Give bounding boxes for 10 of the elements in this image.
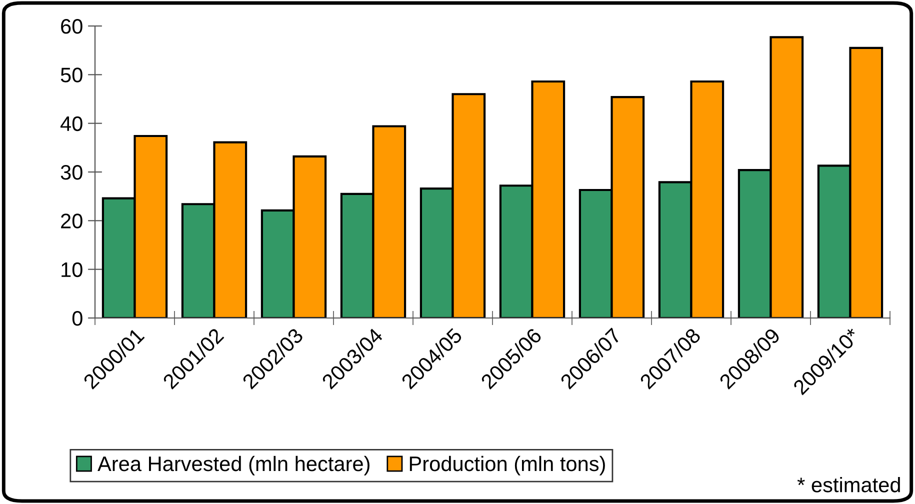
y-tick-label: 0 — [72, 311, 82, 326]
y-tick-label: 40 — [60, 116, 82, 132]
legend-label: Area Harvested (mln hectare) — [98, 456, 370, 476]
y-tick-label: 60 — [61, 19, 82, 34]
legend-label: Production (mln tons) — [410, 456, 605, 476]
text: * estimated — [797, 477, 900, 492]
y-tick-label: 20 — [61, 214, 82, 228]
y-tick-label: 10 — [62, 262, 82, 278]
y-tick-label: 50 — [60, 68, 82, 82]
y-tick-label: 30 — [60, 165, 82, 180]
